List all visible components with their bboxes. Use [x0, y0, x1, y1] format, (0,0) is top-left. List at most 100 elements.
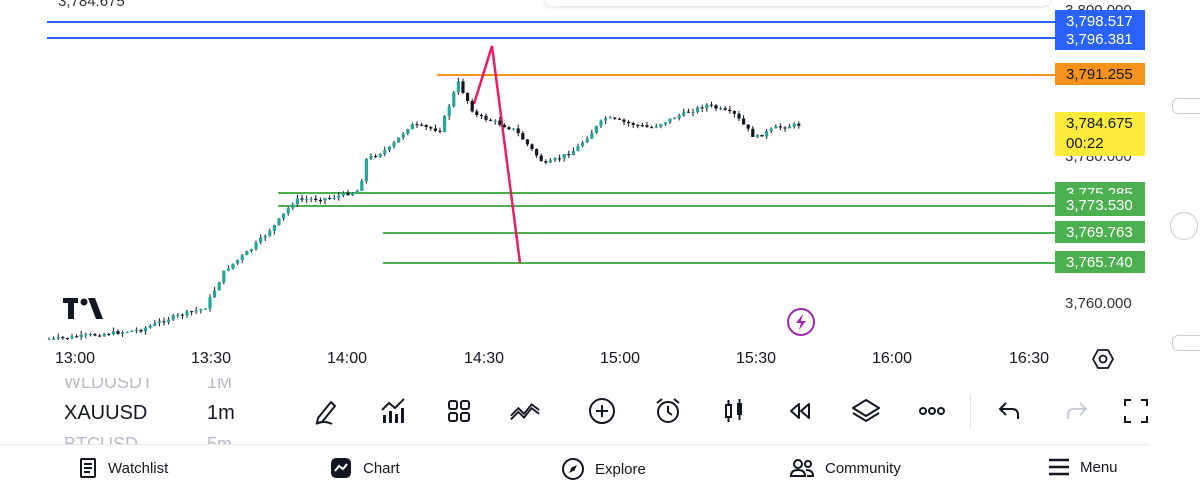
redo-icon[interactable]: [1060, 395, 1092, 427]
nav-menu-label: Menu: [1080, 459, 1118, 476]
candle-body: [521, 133, 524, 139]
draw-icon[interactable]: [311, 395, 343, 427]
fullscreen-icon[interactable]: [1120, 395, 1152, 427]
symbol-next: BTCUSD: [64, 434, 138, 444]
bottom-navigation: Watchlist Chart Explore Community Menu: [0, 444, 1200, 495]
pink-trend-drawing: [474, 46, 520, 263]
candle-body: [563, 154, 566, 158]
candle-body: [374, 156, 377, 157]
candle-body: [218, 282, 221, 290]
chart-area[interactable]: 3,784.675 3,800.000 3,780.000 3,760.000 …: [0, 0, 1200, 340]
tradingview-logo: [63, 298, 103, 319]
candle-body: [475, 111, 478, 115]
price-chart[interactable]: [0, 0, 1200, 340]
price-label-green-2: 3,773.530: [1055, 194, 1145, 216]
alert-icon[interactable]: [652, 395, 684, 427]
candle-body: [342, 193, 345, 196]
candle-body: [93, 334, 96, 335]
candle-body: [172, 315, 175, 319]
candle-body: [544, 161, 547, 162]
price-label-blue-1: 3,798.517: [1055, 10, 1145, 32]
nav-chart[interactable]: Chart: [329, 457, 400, 479]
candle-type-icon[interactable]: [718, 395, 750, 427]
candle-body: [756, 135, 759, 137]
candle-body: [466, 93, 469, 101]
nav-explore[interactable]: Explore: [561, 457, 646, 481]
watchlist-icon: [78, 457, 98, 479]
candle-body: [80, 335, 83, 338]
candle-body: [540, 155, 543, 161]
candle-body: [705, 105, 708, 109]
symbol-current[interactable]: XAUUSD: [64, 402, 147, 425]
interval-current[interactable]: 1m: [207, 402, 235, 425]
add-icon[interactable]: [586, 395, 618, 427]
time-label: 15:30: [736, 350, 776, 368]
candle-body: [443, 116, 446, 132]
symbol-picker[interactable]: WLDUSDT 1M XAUUSD 1m BTCUSD 5m: [47, 378, 287, 444]
candle-body: [254, 242, 257, 249]
candle-body: [84, 334, 87, 335]
candle-body: [273, 225, 276, 231]
candle-body: [379, 154, 382, 157]
candle-body: [779, 126, 782, 127]
candle-body: [296, 198, 299, 204]
candle-body: [599, 120, 602, 126]
time-axis[interactable]: 13:00 13:30 14:00 14:30 15:00 15:30 16:0…: [0, 340, 1150, 378]
candle-body: [402, 134, 405, 138]
compare-icon[interactable]: [509, 395, 541, 427]
candle-countdown: 00:22: [1066, 134, 1145, 154]
current-price: 3,784.675: [1066, 114, 1145, 134]
edge-circle-button[interactable]: [1170, 212, 1198, 240]
nav-menu[interactable]: Menu: [1048, 457, 1118, 477]
nav-watchlist-label: Watchlist: [108, 460, 168, 477]
candle-body: [498, 121, 501, 125]
replay-icon[interactable]: [784, 395, 816, 427]
candle-body: [291, 204, 294, 208]
candle-body: [622, 120, 625, 122]
candle-body: [411, 124, 414, 129]
candle-body: [190, 311, 193, 312]
candle-body: [268, 231, 271, 236]
candle-body: [737, 114, 740, 119]
candle-body: [452, 92, 455, 106]
time-label: 15:00: [600, 350, 640, 368]
candle-body: [788, 127, 791, 129]
candle-body: [696, 107, 699, 112]
candle-body: [618, 119, 621, 120]
candle-body: [434, 128, 437, 130]
candle-body: [783, 127, 786, 128]
undo-icon[interactable]: [994, 395, 1026, 427]
overlay-panel-edge: [545, 0, 1050, 6]
price-label-green-3: 3,769.763: [1055, 221, 1145, 243]
candle-body: [213, 290, 216, 297]
nav-community[interactable]: Community: [789, 457, 901, 479]
candle-body: [337, 195, 340, 197]
edge-tab[interactable]: [1172, 335, 1200, 351]
candle-body: [484, 116, 487, 120]
candle-body: [489, 120, 492, 121]
more-icon[interactable]: [916, 395, 948, 427]
time-label: 13:00: [55, 350, 95, 368]
candle-body: [678, 115, 681, 118]
candle-body: [586, 139, 589, 143]
candle-body: [70, 336, 73, 338]
nav-watchlist[interactable]: Watchlist: [78, 457, 168, 479]
layers-icon[interactable]: [850, 395, 882, 427]
candle-body: [158, 321, 161, 323]
candle-body: [420, 125, 423, 126]
edge-tab[interactable]: [1172, 98, 1200, 114]
candle-body: [204, 309, 207, 310]
candle-body: [714, 105, 717, 108]
layouts-icon[interactable]: [443, 395, 475, 427]
current-price-label: 3,784.675 00:22: [1055, 112, 1145, 156]
candle-body: [176, 315, 179, 316]
candle-body: [231, 264, 234, 269]
candle-body: [130, 331, 133, 332]
candle-body: [691, 112, 694, 113]
candle-body: [185, 311, 188, 315]
candle-body: [222, 271, 225, 283]
indicators-icon[interactable]: [377, 395, 409, 427]
candle-body: [503, 125, 506, 127]
candle-body: [655, 126, 658, 127]
chart-settings-icon[interactable]: [1092, 348, 1114, 375]
